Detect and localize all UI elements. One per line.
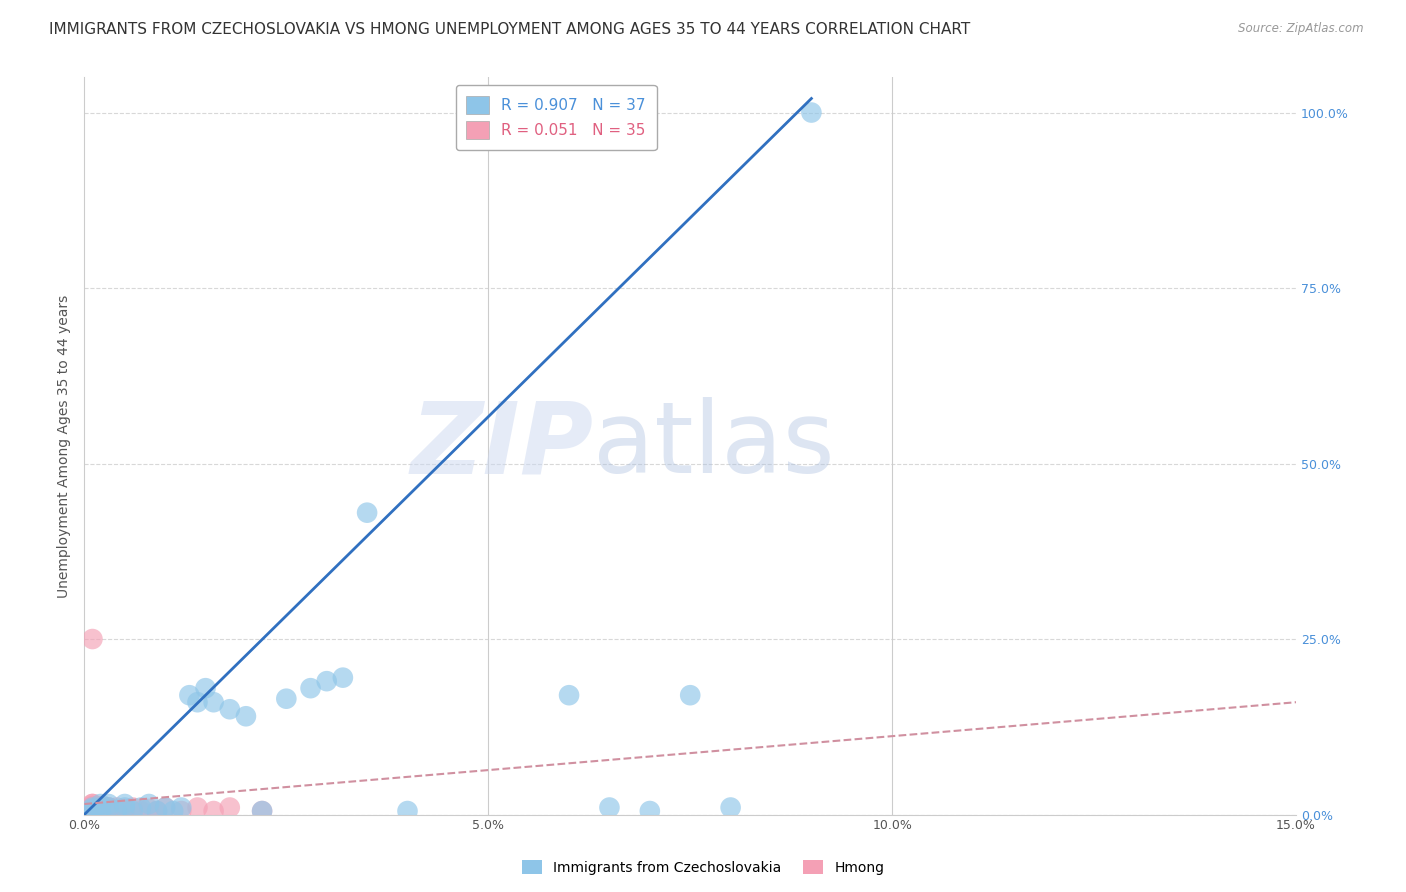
Point xyxy=(97,800,120,814)
Point xyxy=(121,804,143,818)
Point xyxy=(396,804,419,818)
Point xyxy=(97,804,120,818)
Point xyxy=(82,802,104,816)
Point xyxy=(720,800,742,814)
Point xyxy=(82,632,104,646)
Point xyxy=(638,804,661,818)
Point xyxy=(97,797,120,811)
Point xyxy=(114,802,136,816)
Point xyxy=(90,797,112,811)
Point xyxy=(114,804,136,818)
Point xyxy=(153,800,176,814)
Point xyxy=(114,800,136,814)
Point xyxy=(90,800,112,814)
Point xyxy=(90,799,112,814)
Point xyxy=(218,800,240,814)
Point xyxy=(194,681,217,696)
Point xyxy=(82,802,104,816)
Point xyxy=(82,804,104,818)
Point xyxy=(82,797,104,811)
Point xyxy=(105,800,128,814)
Point xyxy=(250,804,273,818)
Point xyxy=(82,800,104,814)
Point xyxy=(82,802,104,816)
Point xyxy=(90,800,112,814)
Point xyxy=(90,804,112,818)
Point xyxy=(82,797,104,811)
Point xyxy=(235,709,257,723)
Point xyxy=(186,695,208,709)
Point xyxy=(90,802,112,816)
Point xyxy=(82,804,104,818)
Point xyxy=(82,800,104,814)
Point xyxy=(82,799,104,814)
Point xyxy=(170,800,193,814)
Legend: R = 0.907   N = 37, R = 0.051   N = 35: R = 0.907 N = 37, R = 0.051 N = 35 xyxy=(456,85,657,150)
Point xyxy=(138,802,160,816)
Point xyxy=(315,674,337,689)
Point xyxy=(129,800,152,814)
Point xyxy=(179,688,201,702)
Point xyxy=(800,105,823,120)
Point xyxy=(82,800,104,814)
Point xyxy=(90,804,112,818)
Point xyxy=(97,800,120,814)
Point xyxy=(162,804,184,818)
Point xyxy=(105,804,128,818)
Legend: Immigrants from Czechoslovakia, Hmong: Immigrants from Czechoslovakia, Hmong xyxy=(516,855,890,880)
Point xyxy=(82,804,104,818)
Point xyxy=(114,797,136,811)
Point xyxy=(153,800,176,814)
Text: IMMIGRANTS FROM CZECHOSLOVAKIA VS HMONG UNEMPLOYMENT AMONG AGES 35 TO 44 YEARS C: IMMIGRANTS FROM CZECHOSLOVAKIA VS HMONG … xyxy=(49,22,970,37)
Text: atlas: atlas xyxy=(593,398,835,494)
Point xyxy=(186,800,208,814)
Point xyxy=(105,804,128,818)
Text: Source: ZipAtlas.com: Source: ZipAtlas.com xyxy=(1239,22,1364,36)
Point xyxy=(356,506,378,520)
Point xyxy=(82,799,104,814)
Point xyxy=(332,671,354,685)
Point xyxy=(276,691,298,706)
Point xyxy=(146,804,169,818)
Point xyxy=(202,695,225,709)
Point xyxy=(679,688,702,702)
Point xyxy=(598,800,620,814)
Point xyxy=(558,688,581,702)
Point xyxy=(97,802,120,816)
Point xyxy=(90,800,112,814)
Point xyxy=(121,800,143,814)
Point xyxy=(146,804,169,818)
Point xyxy=(170,804,193,818)
Text: ZIP: ZIP xyxy=(411,398,593,494)
Point xyxy=(202,804,225,818)
Point xyxy=(218,702,240,716)
Point xyxy=(129,804,152,818)
Y-axis label: Unemployment Among Ages 35 to 44 years: Unemployment Among Ages 35 to 44 years xyxy=(58,294,72,598)
Point xyxy=(250,804,273,818)
Point xyxy=(97,800,120,814)
Point xyxy=(90,804,112,818)
Point xyxy=(138,797,160,811)
Point xyxy=(299,681,322,696)
